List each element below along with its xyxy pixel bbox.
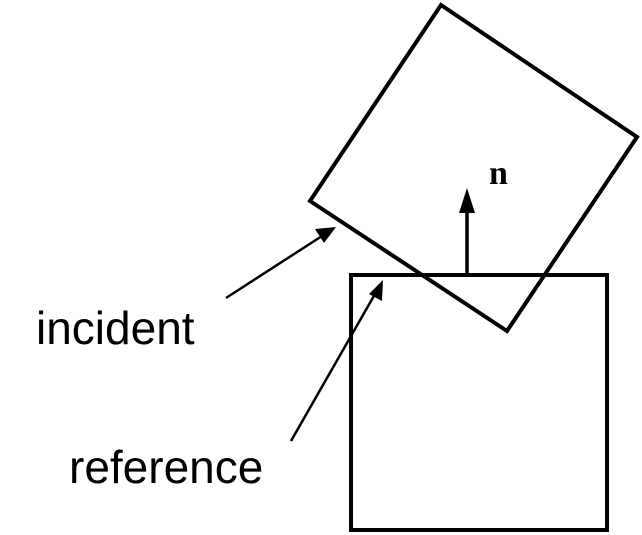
normal-arrow [459,188,475,275]
normal-label: n [489,155,508,192]
incident-leader-line [225,234,323,300]
reference-leader-arrow [289,280,383,442]
reference-box [349,273,609,532]
reference-arrowhead [369,280,383,301]
reference-leader-line [289,293,377,442]
reference-label: reference [69,441,263,493]
normal-arrowhead [459,188,475,213]
incident-label: incident [36,302,195,354]
incident-leader-arrow [225,227,336,300]
incident-box [307,2,640,334]
incident-arrowhead [315,227,336,243]
